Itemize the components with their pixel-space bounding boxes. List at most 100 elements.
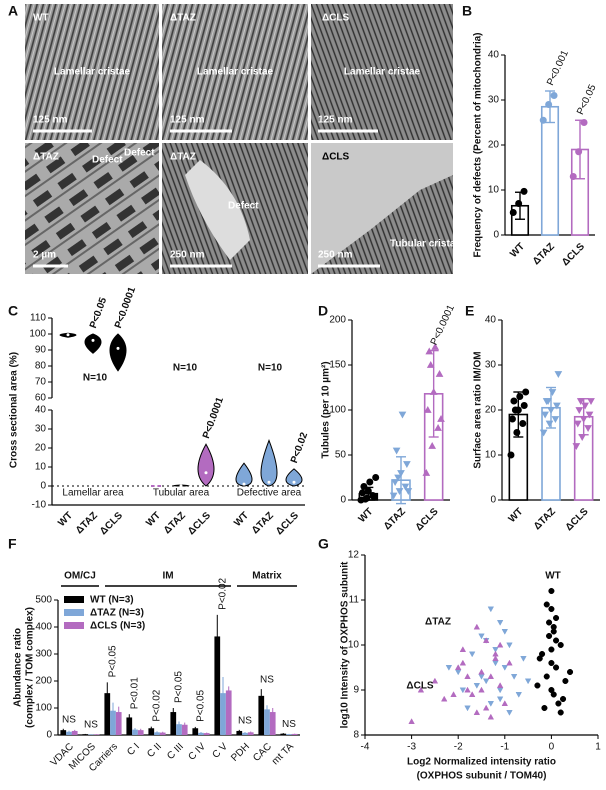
- data-point: [543, 673, 550, 680]
- data-point: [437, 414, 445, 422]
- y-tick-label: 11: [349, 595, 360, 606]
- bar: [242, 732, 248, 735]
- data-point: [541, 704, 548, 712]
- data-point: [551, 416, 560, 424]
- y-axis-label: Abundance ratio: [13, 628, 24, 707]
- micrograph: [311, 4, 453, 140]
- x-tick-label: ΔTAZ: [382, 506, 408, 532]
- data-point: [459, 687, 467, 694]
- y-tick-label: 90: [35, 345, 47, 356]
- data-point: [450, 691, 457, 697]
- y-tick-label: 0: [493, 230, 499, 241]
- y-tick-label: 100: [35, 703, 52, 714]
- data-point: [389, 492, 398, 500]
- data-point: [573, 420, 582, 428]
- data-point: [454, 669, 462, 676]
- micrograph: [25, 4, 159, 140]
- data-point: [550, 92, 558, 99]
- data-point: [473, 709, 481, 715]
- x-tick-label: ΔCLS: [98, 510, 125, 537]
- y-tick-label: 10: [485, 450, 497, 461]
- scale-label: 125 nm: [318, 115, 353, 126]
- data-point: [492, 660, 499, 667]
- annotation: P<0.0001: [113, 285, 138, 330]
- data-point: [370, 493, 378, 501]
- bar: [247, 732, 254, 735]
- data-point: [482, 704, 490, 711]
- panel-label: B: [462, 3, 472, 19]
- data-point: [536, 655, 543, 662]
- data-point: [545, 420, 554, 428]
- y-tick-label: 40: [488, 50, 500, 61]
- data-point: [487, 673, 495, 679]
- bar: [264, 709, 270, 735]
- violin: [235, 462, 253, 487]
- bar: [110, 710, 116, 735]
- data-point: [519, 420, 527, 427]
- data-point: [578, 434, 587, 442]
- panel-label: C: [8, 303, 18, 319]
- violin: [260, 439, 278, 487]
- data-point: [487, 701, 495, 707]
- x-tick-label: C II: [145, 741, 164, 760]
- y-axis-label: Surface area ratio IM/OM: [473, 351, 484, 468]
- data-point: [557, 709, 564, 716]
- legend-label: ΔCLS (N=3): [90, 621, 145, 632]
- data-point: [581, 402, 589, 410]
- data-point: [544, 398, 552, 406]
- y-tick-label: 500: [35, 595, 52, 606]
- data-point: [547, 407, 555, 415]
- data-point: [487, 606, 495, 613]
- data-point: [510, 674, 518, 680]
- bar: [71, 730, 78, 735]
- data-point: [520, 187, 528, 195]
- annotation: NS: [260, 675, 274, 686]
- data-point: [501, 700, 509, 706]
- y-axis-label: Cross sectional area (%): [9, 352, 20, 468]
- group-label: OM/CJ: [64, 571, 96, 582]
- panel-label: E: [465, 303, 474, 319]
- x-tick-label: -1: [500, 742, 509, 753]
- violin: [197, 443, 215, 487]
- bar: [540, 105, 560, 236]
- bar: [154, 732, 160, 735]
- violin-median: [179, 484, 183, 488]
- panel-label: D: [318, 303, 328, 319]
- bar: [132, 729, 138, 735]
- data-point: [553, 664, 560, 671]
- data-point: [575, 148, 583, 156]
- data-point: [428, 441, 437, 449]
- image-condition: ΔCLS: [322, 13, 350, 24]
- violin-median: [154, 484, 158, 488]
- n-label: N=10: [173, 363, 198, 374]
- x-axis-label: Log2 Normalized intensity ratio: [407, 757, 556, 768]
- data-point: [445, 665, 453, 671]
- data-point: [464, 686, 471, 693]
- data-point: [429, 387, 438, 395]
- data-point: [496, 641, 504, 648]
- y-tick-label: 60: [35, 393, 47, 404]
- image-label: Defect: [228, 201, 259, 212]
- data-point: [464, 705, 471, 712]
- y-tick-label: 10: [488, 185, 500, 196]
- bar: [137, 730, 144, 735]
- data-point: [478, 633, 485, 640]
- data-point: [548, 646, 555, 653]
- bar: [176, 724, 182, 735]
- violin-median: [292, 480, 296, 484]
- image-condition: ΔTAZ: [170, 13, 196, 24]
- data-point: [364, 487, 372, 495]
- data-point: [496, 682, 504, 688]
- data-point: [524, 678, 532, 685]
- data-point: [431, 677, 439, 684]
- x-tick-label: WT: [144, 510, 163, 529]
- data-point: [434, 423, 442, 431]
- data-point: [579, 416, 588, 424]
- data-point: [482, 637, 490, 643]
- data-point: [507, 451, 515, 459]
- violin: [84, 333, 102, 354]
- panel-label: A: [8, 3, 18, 19]
- bar: [269, 712, 276, 735]
- bar: [214, 636, 221, 735]
- data-point: [515, 692, 523, 698]
